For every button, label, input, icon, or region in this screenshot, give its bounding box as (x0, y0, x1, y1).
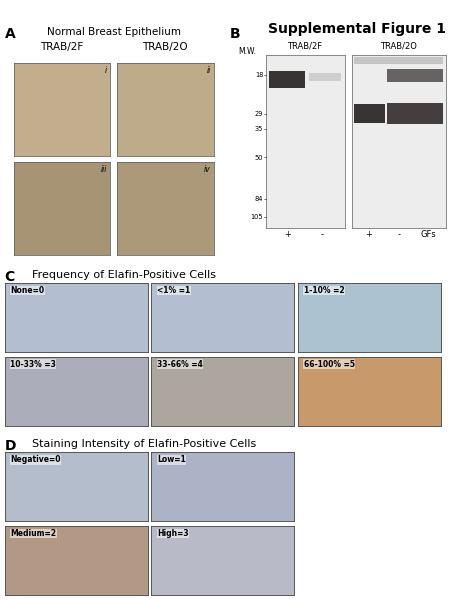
Text: Negative=0: Negative=0 (10, 455, 61, 464)
Text: Normal Breast Epithelium: Normal Breast Epithelium (47, 27, 180, 37)
Bar (309, 73, 341, 82)
Text: –: – (264, 73, 267, 79)
Text: 66-100% =5: 66-100% =5 (304, 360, 355, 369)
Text: Supplemental Figure 1: Supplemental Figure 1 (267, 22, 446, 36)
Text: A: A (4, 27, 15, 41)
Text: 84: 84 (255, 196, 263, 202)
Text: M.W.: M.W. (238, 47, 256, 56)
Text: –: – (264, 126, 267, 132)
Text: TRAB/2F: TRAB/2F (288, 41, 323, 50)
Text: B: B (230, 27, 240, 41)
Text: –: – (264, 214, 267, 220)
Text: C: C (4, 270, 15, 284)
Text: TRAB/2O: TRAB/2O (380, 41, 417, 50)
Bar (354, 104, 385, 123)
Text: –: – (264, 196, 267, 202)
Text: TRAB/2F: TRAB/2F (40, 42, 84, 52)
Text: 105: 105 (251, 214, 263, 220)
Text: iv: iv (204, 165, 211, 174)
Text: Low=1: Low=1 (157, 455, 186, 464)
Text: D: D (4, 439, 16, 453)
Bar (387, 103, 443, 124)
Text: TRAB/2O: TRAB/2O (143, 42, 188, 52)
Text: 18: 18 (255, 73, 263, 79)
Text: ii: ii (207, 66, 211, 75)
Text: 1-10% =2: 1-10% =2 (304, 286, 344, 295)
Bar (354, 57, 443, 64)
Text: i: i (105, 66, 108, 75)
Text: 35: 35 (255, 126, 263, 132)
Bar (270, 71, 305, 88)
Text: None=0: None=0 (10, 286, 45, 295)
Text: <1% =1: <1% =1 (157, 286, 190, 295)
Text: High=3: High=3 (157, 529, 189, 538)
Text: Frequency of Elafin-Positive Cells: Frequency of Elafin-Positive Cells (32, 270, 216, 280)
Bar (387, 68, 443, 82)
Text: –: – (264, 111, 267, 117)
Text: 33-66% =4: 33-66% =4 (157, 360, 203, 369)
Text: 29: 29 (255, 111, 263, 117)
Text: –: – (264, 155, 267, 161)
Text: 50: 50 (255, 155, 263, 161)
Text: iii: iii (101, 165, 108, 174)
Text: Medium=2: Medium=2 (10, 529, 56, 538)
Text: 10-33% =3: 10-33% =3 (10, 360, 56, 369)
Text: Staining Intensity of Elafin-Positive Cells: Staining Intensity of Elafin-Positive Ce… (32, 439, 256, 449)
